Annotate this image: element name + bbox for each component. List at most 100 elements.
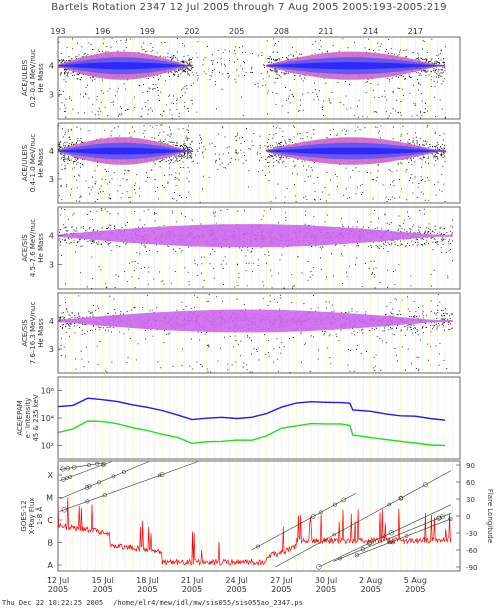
event-dot	[275, 154, 277, 156]
event-dot	[400, 112, 402, 114]
event-dot	[300, 137, 302, 139]
event-dot	[118, 115, 119, 117]
event-dot	[182, 128, 184, 130]
event-dot	[416, 197, 418, 198]
event-dot	[291, 94, 293, 95]
event-dot	[160, 161, 161, 163]
event-dot	[414, 161, 416, 163]
event-dot	[268, 134, 270, 136]
event-dot	[139, 195, 140, 197]
event-dot	[73, 161, 75, 162]
event-dot	[292, 172, 293, 174]
event-dot	[288, 55, 290, 57]
event-dot	[58, 145, 60, 147]
event-dot	[417, 57, 419, 59]
event-dot	[186, 67, 188, 69]
event-dot	[358, 99, 360, 101]
event-dot	[381, 95, 383, 97]
event-dot	[336, 133, 338, 135]
event-dot	[175, 177, 177, 178]
event-dot	[364, 47, 366, 49]
event-dot	[202, 151, 204, 153]
event-dot	[157, 187, 159, 188]
event-dot	[64, 111, 66, 112]
event-dot	[185, 145, 187, 146]
event-dot	[399, 74, 401, 76]
event-dot	[170, 133, 172, 135]
event-dot	[293, 136, 295, 138]
event-dot	[306, 132, 308, 133]
event-dot	[189, 143, 191, 145]
event-dot	[174, 178, 176, 180]
event-dot	[168, 163, 170, 165]
event-dot	[439, 99, 441, 101]
event-dot	[176, 70, 177, 72]
event-dot	[158, 198, 160, 200]
event-dot	[337, 185, 338, 187]
event-dot	[180, 97, 182, 99]
event-dot	[169, 157, 170, 159]
event-dot	[439, 189, 441, 191]
event-dot	[408, 143, 410, 145]
event-dot	[100, 137, 102, 139]
event-dot	[436, 81, 438, 83]
event-dot	[405, 170, 407, 172]
event-dot	[181, 157, 183, 159]
event-dot	[345, 81, 346, 82]
event-dot	[277, 154, 279, 156]
event-dot	[154, 88, 156, 89]
event-dot	[419, 157, 421, 159]
event-dot	[179, 69, 181, 71]
event-dot	[257, 153, 258, 155]
event-dot	[167, 143, 169, 145]
event-dot	[442, 157, 444, 158]
event-dot	[170, 134, 172, 136]
event-dot	[212, 62, 214, 64]
event-dot	[174, 192, 175, 193]
event-dot	[269, 154, 270, 155]
event-dot	[434, 96, 435, 98]
event-dot	[68, 60, 70, 61]
event-dot	[435, 70, 437, 72]
event-dot	[432, 153, 434, 155]
event-dot	[266, 40, 268, 42]
event-dot	[350, 176, 352, 178]
event-dot	[392, 108, 394, 110]
event-dot	[58, 41, 60, 43]
event-dot	[370, 260, 372, 262]
event-dot	[79, 163, 81, 164]
event-dot	[180, 157, 182, 159]
event-dot	[431, 86, 432, 87]
event-dot	[180, 167, 182, 168]
event-dot	[183, 140, 185, 142]
event-dot	[367, 172, 368, 173]
event-dot	[264, 84, 266, 86]
event-dot	[253, 133, 255, 134]
event-dot	[183, 55, 185, 57]
event-dot	[414, 176, 416, 178]
event-dot	[319, 246, 321, 248]
event-dot	[267, 162, 268, 163]
event-dot	[59, 60, 60, 62]
event-dot	[144, 130, 146, 132]
event-dot	[185, 68, 187, 69]
event-dot	[154, 137, 156, 139]
event-dot	[345, 95, 347, 97]
event-dot	[188, 62, 190, 64]
event-dot	[441, 240, 443, 242]
event-dot	[64, 69, 66, 71]
event-dot	[286, 188, 288, 190]
event-dot	[163, 56, 165, 58]
event-dot	[70, 99, 72, 101]
event-dot	[109, 181, 110, 183]
event-dot	[412, 140, 414, 142]
event-dot	[60, 62, 62, 64]
event-dot	[220, 263, 222, 265]
event-dot	[375, 180, 377, 182]
event-dot	[424, 140, 426, 142]
event-dot	[353, 114, 355, 116]
event-dot	[98, 118, 100, 119]
event-dot	[322, 109, 324, 110]
event-dot	[76, 241, 78, 243]
event-dot	[365, 92, 367, 93]
